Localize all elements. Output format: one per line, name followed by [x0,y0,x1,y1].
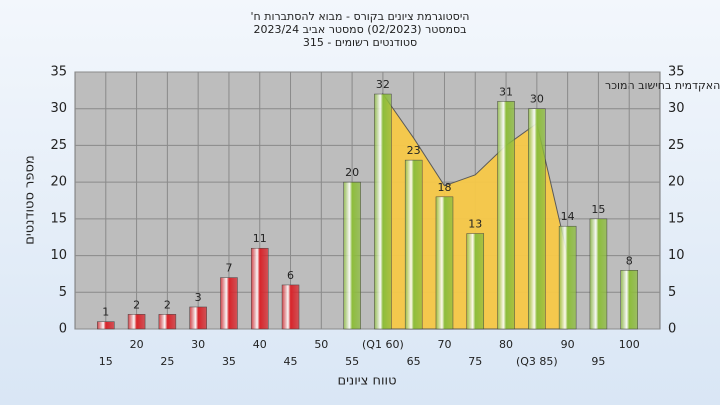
bar [158,314,177,330]
bar [589,218,608,330]
bar [435,196,454,330]
y-tick-label: 30 [50,101,67,116]
bar [497,101,515,330]
data-label: 2 [133,298,140,311]
x-tick-label: 25 [160,355,174,368]
x-tick-label: 75 [468,355,482,368]
bar [528,108,546,330]
data-label: 30 [530,93,544,106]
y-tick-label: 5 [59,285,67,300]
y2-tick-label: 30 [668,101,685,116]
data-label: 14 [561,210,575,223]
data-label: 18 [437,181,451,194]
y2-tick-label: 35 [668,65,685,80]
data-label: 11 [253,232,267,245]
data-label: 32 [376,78,390,91]
x-tick-label: 90 [561,338,575,351]
y-tick-label: 20 [50,175,67,190]
y2-tick-label: 5 [668,285,676,300]
x-tick-label: 30 [191,338,205,351]
y2-tick-label: 10 [668,248,685,263]
bar [97,321,115,330]
y2-tick-label: 0 [668,322,676,337]
x-axis-label: טווח ציונים [337,374,396,389]
data-label: 15 [591,203,605,216]
x-tick-label: 80 [499,338,513,351]
data-label: 1 [102,306,109,319]
bar [127,314,146,330]
chart-subtitle: בסמסטר (02/2023) סמסטר אביב 2023/24 [253,23,466,36]
bar [343,181,361,330]
bar [189,306,207,330]
y-tick-label: 25 [50,138,67,153]
y2-tick-label: 25 [668,138,685,153]
x-tick-label: 100 [619,338,640,351]
x-tick-label: 40 [253,338,267,351]
x-tick-label: 20 [130,338,144,351]
bar [220,277,238,330]
data-label: 8 [626,254,633,267]
bar [374,93,392,330]
data-label: 6 [287,269,294,282]
bar [558,225,577,330]
y-tick-label: 10 [50,248,67,263]
y-tick-label: 35 [50,65,67,80]
x-tick-label: 45 [284,355,298,368]
bar [620,270,638,330]
data-label: 20 [345,166,359,179]
y2-tick-label: 20 [668,175,685,190]
x-tick-label: 15 [99,355,113,368]
data-label: 13 [468,218,482,231]
bar [466,233,485,330]
data-label: 3 [195,291,202,304]
data-label: 2 [164,298,171,311]
x-tick-label: 35 [222,355,236,368]
chart-subtitle: סטודנטים רשומים - 315 [303,36,417,49]
y-tick-label: 15 [50,211,67,226]
x-tick-label: 65 [407,355,421,368]
x-tick-label: 95 [591,355,605,368]
x-tick-label: 70 [437,338,451,351]
y2-tick-label: 15 [668,211,685,226]
chart-title: היסטוגרמת ציונים בקורס - מבוא להסתברות ח… [251,10,470,23]
y-tick-label: 0 [59,322,67,337]
x-tick-label: (Q3 85) [516,355,558,368]
x-tick-label: (Q1 60) [362,338,404,351]
bar [250,247,269,330]
bar [404,159,423,330]
data-label: 23 [407,144,421,157]
x-tick-label: 50 [314,338,328,351]
data-label: 7 [225,262,232,275]
annotation: בהשוואה: ציון סופי במכללה האקדמית בחישוב… [605,79,720,92]
x-tick-label: 55 [345,355,359,368]
data-label: 31 [499,85,513,98]
bar [281,284,300,330]
y-axis-label: מספר סטודנטים [23,155,38,245]
